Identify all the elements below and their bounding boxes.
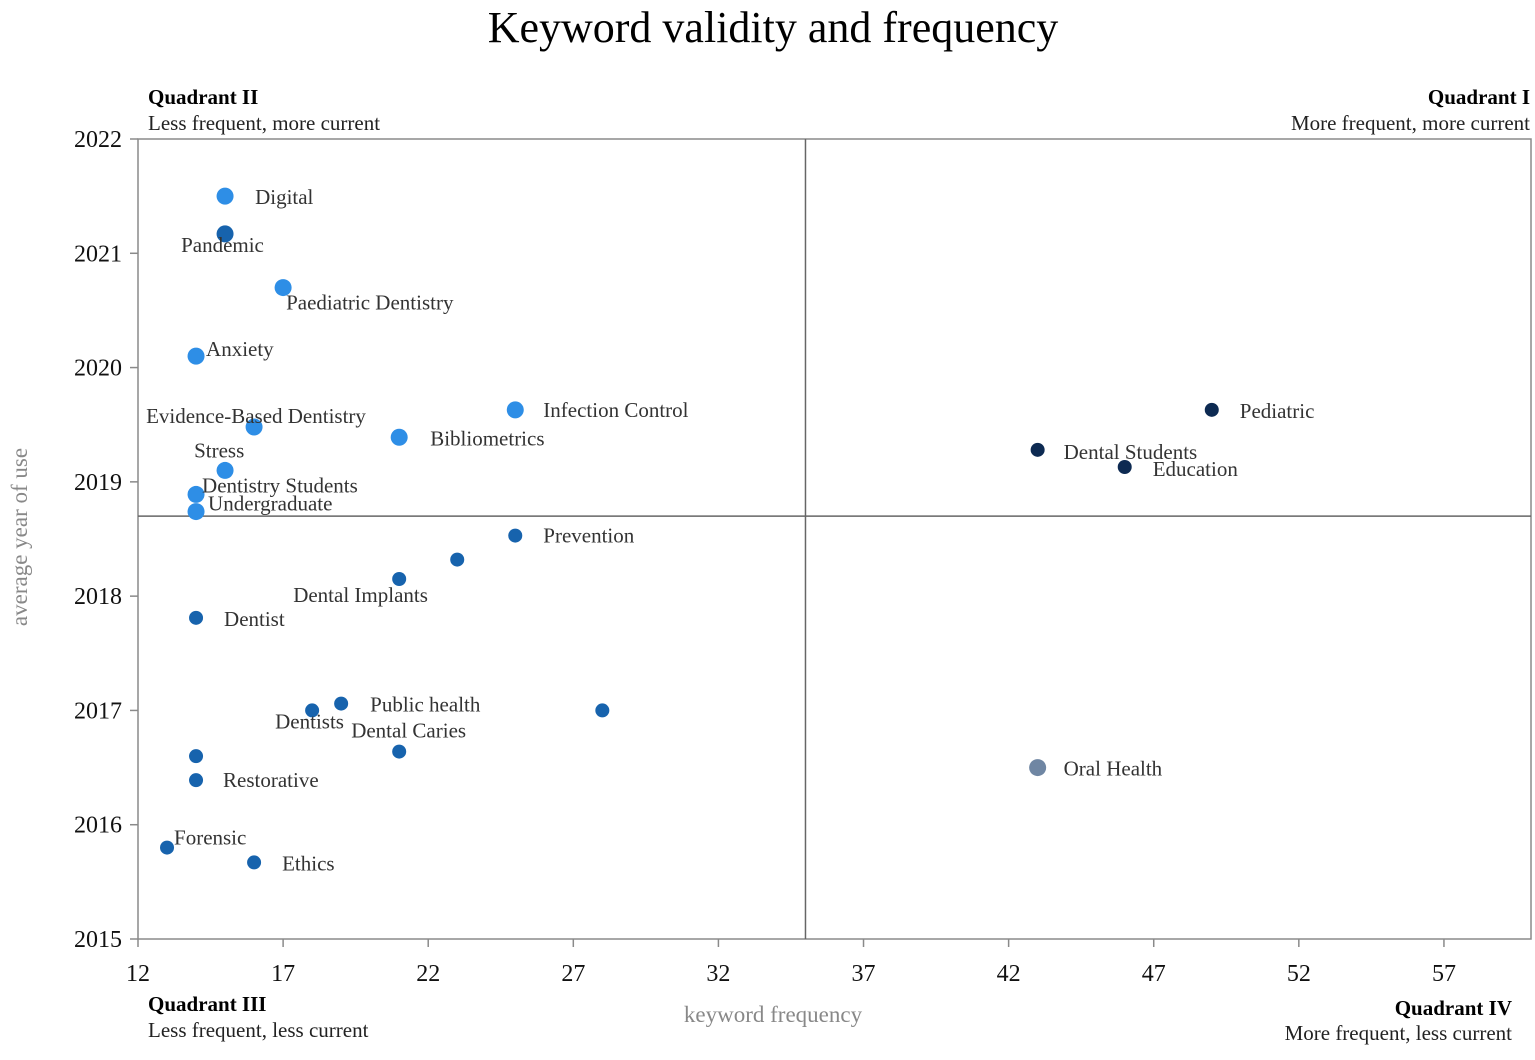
x-tick-label: 27 (561, 961, 585, 987)
quadrant-1-title: Quadrant I (1428, 85, 1530, 109)
data-point-label: Prevention (543, 524, 634, 548)
data-point-label: Undergraduate (208, 492, 332, 516)
data-point (390, 428, 408, 446)
data-point (216, 225, 234, 243)
x-axis-label: keyword frequency (684, 1002, 863, 1027)
data-point-label: Anxiety (206, 337, 274, 361)
x-tick-label: 57 (1432, 961, 1456, 987)
data-point (392, 744, 407, 759)
x-tick-label: 52 (1287, 961, 1311, 987)
data-point (216, 187, 234, 205)
data-point (245, 418, 263, 436)
data-point (187, 485, 205, 503)
x-tick-label: 42 (997, 961, 1021, 987)
quadrant-4-subtitle: More frequent, less current (1285, 1021, 1513, 1045)
data-point (1030, 442, 1045, 457)
data-point-label: Bibliometrics (430, 426, 544, 450)
x-tick-label: 32 (706, 961, 730, 987)
data-point (508, 528, 523, 543)
quadrant-2-title: Quadrant II (148, 85, 258, 109)
data-point-label: Infection Control (543, 398, 688, 422)
x-tick-label: 17 (271, 961, 295, 987)
data-point (595, 703, 610, 718)
data-point (450, 552, 465, 567)
quadrant-4-title: Quadrant IV (1395, 996, 1512, 1020)
data-point-label: Forensic (174, 826, 246, 850)
chart-title: Keyword validity and frequency (488, 3, 1059, 52)
quadrant-2-subtitle: Less frequent, more current (148, 111, 380, 135)
y-tick-label: 2019 (74, 470, 122, 496)
data-point (274, 279, 292, 297)
data-point (189, 749, 204, 764)
y-tick-label: 2016 (74, 813, 122, 839)
data-point (506, 401, 524, 419)
data-point (1117, 460, 1132, 474)
data-point-label: Dentistry Students (202, 473, 358, 497)
data-point-label: Evidence-Based Dentistry (146, 404, 366, 428)
x-tick-label: 12 (126, 961, 150, 987)
data-point-label: Public health (370, 693, 481, 717)
data-point-label: Restorative (223, 768, 319, 792)
quadrant-3-subtitle: Less frequent, less current (148, 1018, 369, 1042)
data-point (1204, 402, 1219, 417)
data-point-label: Ethics (282, 851, 335, 875)
data-point-label: Education (1153, 457, 1239, 481)
data-point (334, 696, 349, 711)
y-tick-label: 2020 (74, 356, 122, 382)
y-tick-label: 2017 (74, 698, 122, 724)
data-point-label: Dental Implants (293, 583, 428, 607)
data-point (189, 610, 204, 625)
y-tick-label: 2022 (74, 127, 122, 153)
data-point (1029, 759, 1047, 777)
data-point (187, 347, 205, 365)
y-tick-label: 2018 (74, 584, 122, 610)
quadrant-3-title: Quadrant III (148, 992, 266, 1016)
y-tick-label: 2021 (74, 241, 122, 267)
x-tick-label: 22 (416, 961, 440, 987)
x-tick-label: 47 (1142, 961, 1166, 987)
data-point-label: Pediatric (1240, 399, 1315, 423)
data-point-label: Dentists (275, 709, 344, 733)
data-point (187, 503, 205, 521)
data-point (305, 703, 320, 718)
data-point-label: Dental Students (1064, 440, 1198, 464)
data-point (189, 773, 204, 788)
data-point-label: Digital (255, 185, 313, 209)
y-axis-label: average year of use (7, 448, 32, 626)
quadrant-1-subtitle: More frequent, more current (1291, 111, 1530, 135)
data-point (247, 855, 262, 870)
data-point (160, 840, 175, 855)
data-point-label: Pandemic (181, 233, 264, 257)
data-point-label: Oral Health (1064, 757, 1163, 781)
data-point (216, 461, 234, 479)
data-point (392, 572, 407, 586)
data-point-label: Paediatric Dentistry (286, 291, 454, 315)
data-point-label: Dentist (224, 607, 285, 631)
x-tick-label: 37 (852, 961, 876, 987)
data-point-label: Stress (194, 438, 244, 462)
y-tick-label: 2015 (74, 927, 122, 953)
plot-frame (137, 138, 1532, 940)
data-point-label: Dental Caries (351, 719, 466, 743)
